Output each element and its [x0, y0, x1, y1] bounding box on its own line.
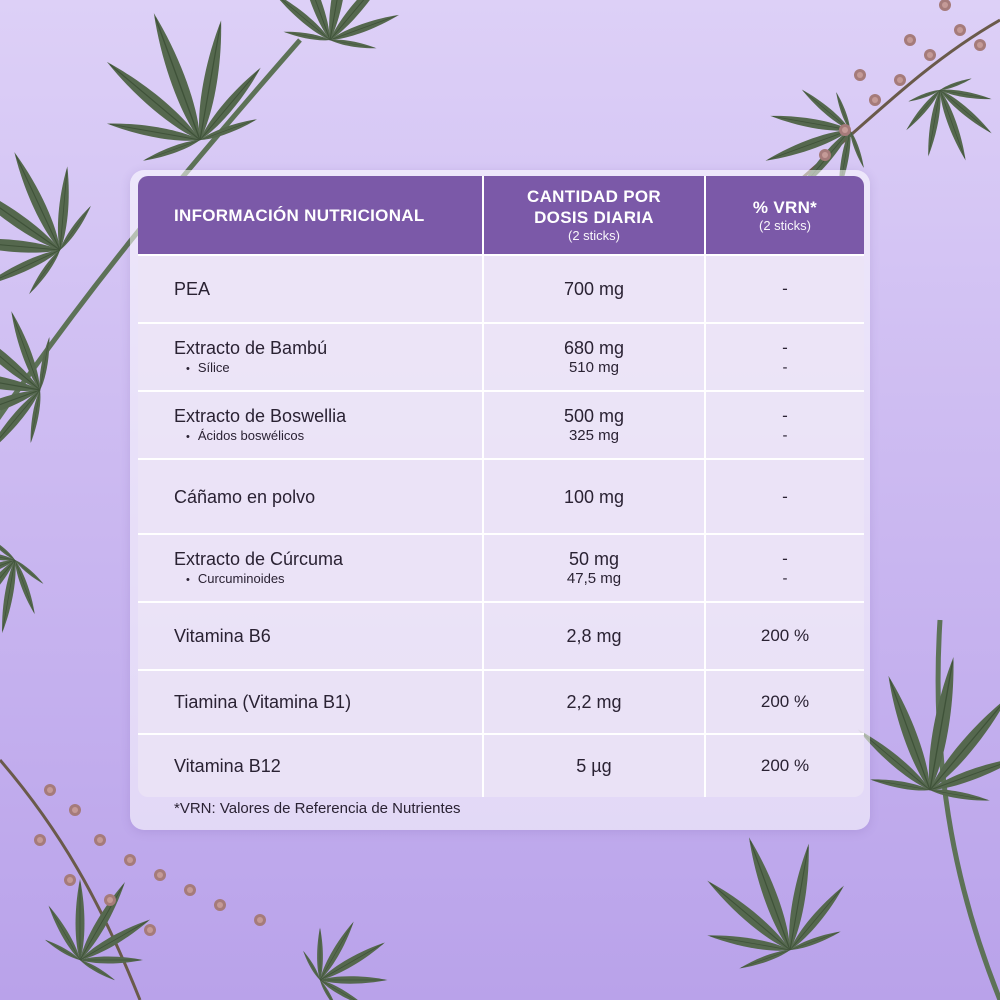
table-row: Extracto de Boswellia Ácidos boswélicos …	[138, 390, 864, 458]
vrn-cell: 200 %	[706, 735, 864, 797]
amount-cell: 2,8 mg	[484, 603, 706, 669]
nutrition-table: INFORMACIÓN NUTRICIONAL CANTIDAD POR DOS…	[138, 176, 864, 797]
amount-cell: 2,2 mg	[484, 671, 706, 733]
header-amount-sub: (2 sticks)	[568, 228, 620, 243]
header-amount: CANTIDAD POR DOSIS DIARIA (2 sticks)	[484, 176, 706, 254]
table-row: Cáñamo en polvo 100 mg -	[138, 458, 864, 533]
nutrient-subname: Curcuminoides	[174, 570, 482, 589]
nutrient-name: Vitamina B12	[174, 756, 281, 776]
sub-vrn-value: -	[782, 427, 788, 444]
table-row: PEA 700 mg -	[138, 254, 864, 322]
vrn-cell: -	[706, 256, 864, 322]
nutrient-name: PEA	[174, 279, 211, 299]
sub-amount-value: 47,5 mg	[566, 570, 622, 587]
amount-value: 2,8 mg	[566, 626, 622, 646]
header-info: INFORMACIÓN NUTRICIONAL	[138, 176, 484, 254]
nutrient-name: Cáñamo en polvo	[174, 486, 316, 507]
nutrient-cell: PEA	[138, 256, 484, 322]
vrn-cell: - -	[706, 392, 864, 458]
amount-value: 5 µg	[576, 756, 612, 776]
vrn-cell: - -	[706, 324, 864, 390]
nutrient-cell: Vitamina B6	[138, 603, 484, 669]
amount-value: 50 mg	[568, 549, 620, 569]
amount-value: 700 mg	[563, 279, 625, 299]
nutrient-name: Extracto de Boswellia	[174, 405, 347, 426]
nutrient-cell: Extracto de Boswellia Ácidos boswélicos	[138, 392, 484, 458]
amount-value: 2,2 mg	[566, 692, 622, 712]
vrn-value: -	[782, 406, 788, 425]
nutrient-name: Extracto de Cúrcuma	[174, 548, 344, 569]
table-row: Extracto de Cúrcuma Curcuminoides 50 mg …	[138, 533, 864, 601]
table-row: Extracto de Bambú Sílice 680 mg 510 mg -…	[138, 322, 864, 390]
nutrient-cell: Tiamina (Vitamina B1)	[138, 671, 484, 733]
nutrient-name: Vitamina B6	[174, 626, 271, 646]
vrn-cell: 200 %	[706, 671, 864, 733]
vrn-value: -	[782, 279, 788, 298]
amount-cell: 680 mg 510 mg	[484, 324, 706, 390]
vrn-cell: 200 %	[706, 603, 864, 669]
amount-cell: 700 mg	[484, 256, 706, 322]
amount-value: 100 mg	[563, 486, 625, 507]
header-vrn-sub: (2 sticks)	[759, 217, 811, 233]
table-row: Vitamina B12 5 µg 200 %	[138, 733, 864, 797]
nutrition-card: INFORMACIÓN NUTRICIONAL CANTIDAD POR DOS…	[130, 170, 870, 830]
amount-value: 500 mg	[563, 406, 625, 426]
sub-amount-value: 325 mg	[568, 427, 620, 444]
flower-sprig-icon	[0, 759, 408, 1000]
cannabis-leaf-icon	[678, 619, 1000, 1000]
amount-cell: 5 µg	[484, 735, 706, 797]
header-vrn: % VRN* (2 sticks)	[706, 176, 864, 254]
table-row: Tiamina (Vitamina B1) 2,2 mg 200 %	[138, 669, 864, 733]
sub-vrn-value: -	[782, 359, 788, 376]
nutrient-name: Extracto de Bambú	[174, 337, 328, 358]
vrn-value: -	[782, 338, 788, 357]
flower-sprig-icon	[746, 0, 1000, 214]
vrn-value: -	[782, 486, 788, 506]
nutrient-subname: Ácidos boswélicos	[174, 427, 482, 446]
nutrient-cell: Cáñamo en polvo	[138, 460, 484, 533]
sub-amount-value: 510 mg	[568, 359, 620, 376]
header-amount-line1: CANTIDAD POR	[527, 187, 661, 206]
header-info-label: INFORMACIÓN NUTRICIONAL	[174, 205, 425, 225]
amount-cell: 50 mg 47,5 mg	[484, 535, 706, 601]
nutrient-cell: Extracto de Cúrcuma Curcuminoides	[138, 535, 484, 601]
amount-value: 680 mg	[563, 338, 625, 358]
vrn-value: 200 %	[760, 626, 810, 645]
vrn-cell: - -	[706, 535, 864, 601]
cannabis-leaf-icon	[0, 0, 413, 465]
header-vrn-label: % VRN*	[752, 197, 818, 217]
vrn-value: -	[782, 549, 788, 568]
header-amount-line2: DOSIS DIARIA	[534, 208, 654, 227]
vrn-footnote: *VRN: Valores de Referencia de Nutriente…	[174, 800, 461, 817]
amount-cell: 100 mg	[484, 460, 706, 533]
vrn-value: 200 %	[760, 756, 810, 775]
table-row: Vitamina B6 2,8 mg 200 %	[138, 601, 864, 669]
cannabis-leaf-icon	[0, 525, 56, 657]
vrn-value: 200 %	[760, 692, 810, 711]
table-header: INFORMACIÓN NUTRICIONAL CANTIDAD POR DOS…	[138, 176, 864, 254]
vrn-cell: -	[706, 460, 864, 533]
amount-cell: 500 mg 325 mg	[484, 392, 706, 458]
nutrient-subname: Sílice	[174, 359, 482, 378]
nutrient-cell: Vitamina B12	[138, 735, 484, 797]
sub-vrn-value: -	[782, 570, 788, 587]
nutrient-cell: Extracto de Bambú Sílice	[138, 324, 484, 390]
nutrient-name: Tiamina (Vitamina B1)	[174, 692, 352, 712]
